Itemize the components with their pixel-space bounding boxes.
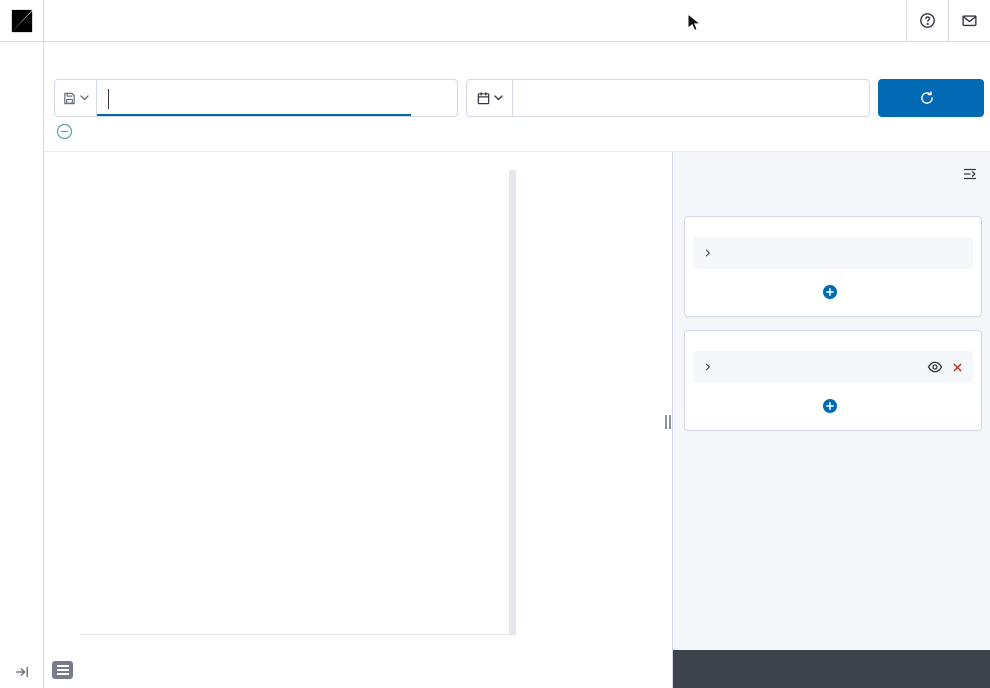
buckets-card: [684, 330, 982, 431]
collapse-panel-button[interactable]: [962, 166, 978, 182]
close-icon: [953, 363, 962, 371]
search-field: [97, 80, 411, 116]
toggle-visibility-button[interactable]: [927, 359, 943, 375]
kibana-logo-icon: [11, 9, 32, 32]
panel-resizer[interactable]: [665, 415, 671, 429]
y-axis-ticks: [44, 152, 76, 688]
mail-icon: [962, 15, 977, 27]
legend-toggle-button[interactable]: [52, 661, 73, 679]
header-actions: [906, 0, 990, 41]
plus-circle-icon: [822, 399, 837, 413]
add-metric-button[interactable]: [822, 284, 845, 300]
vis-editor-panel: [665, 152, 990, 688]
refresh-icon: [921, 91, 933, 104]
chevron-down-icon: [80, 95, 89, 101]
editor-cards: [673, 202, 990, 431]
chevron-down-icon: [494, 95, 503, 101]
add-bucket-button[interactable]: [822, 398, 845, 414]
search-bar: [54, 79, 458, 117]
refresh-button[interactable]: [878, 79, 984, 117]
metric-row-y-axis[interactable]: [693, 237, 973, 269]
filter-options-icon: [56, 123, 73, 140]
bucket-row-x-axis[interactable]: [693, 351, 973, 383]
search-input[interactable]: [97, 80, 411, 116]
text-caret: [108, 89, 109, 109]
app-sidebar: [0, 42, 44, 688]
newsfeed-button[interactable]: [948, 0, 990, 41]
chevron-right-icon: [706, 249, 710, 257]
sidebar-collapse-button[interactable]: [0, 664, 44, 680]
kibana-logo[interactable]: [0, 0, 44, 41]
legend-item[interactable]: [622, 167, 638, 176]
plus-circle-icon: [822, 285, 837, 299]
editor-bottom-bar: [673, 650, 990, 688]
saved-query-icon: [64, 92, 75, 104]
query-bar: [54, 79, 984, 117]
kql-button[interactable]: [411, 80, 457, 116]
calendar-icon: [477, 91, 490, 104]
date-quick-menu-button[interactable]: [467, 80, 513, 116]
collapse-panel-icon: [963, 168, 977, 180]
collapse-sidebar-icon: [15, 666, 28, 678]
endzone-marker: [509, 170, 516, 635]
area-chart: [80, 170, 516, 635]
chevron-right-icon: [706, 363, 710, 371]
filter-options-button[interactable]: [56, 123, 73, 140]
x-axis-ticks: [44, 641, 672, 655]
saved-query-menu-button[interactable]: [55, 80, 97, 116]
space-badge[interactable]: [56, 10, 77, 31]
app-header: [0, 0, 990, 42]
help-button[interactable]: [906, 0, 948, 41]
workspace: [44, 152, 990, 688]
eye-icon: [927, 361, 943, 373]
panel-header: [673, 152, 990, 182]
visualization-area: [44, 152, 672, 688]
top-chrome: [44, 42, 990, 152]
filter-bar: [56, 123, 87, 140]
metrics-card: [684, 216, 982, 317]
remove-bucket-button[interactable]: [951, 361, 964, 374]
date-picker: [466, 79, 870, 117]
legend-dot-icon: [622, 167, 631, 176]
editor-tabs: [685, 195, 978, 202]
help-icon: [920, 13, 935, 28]
